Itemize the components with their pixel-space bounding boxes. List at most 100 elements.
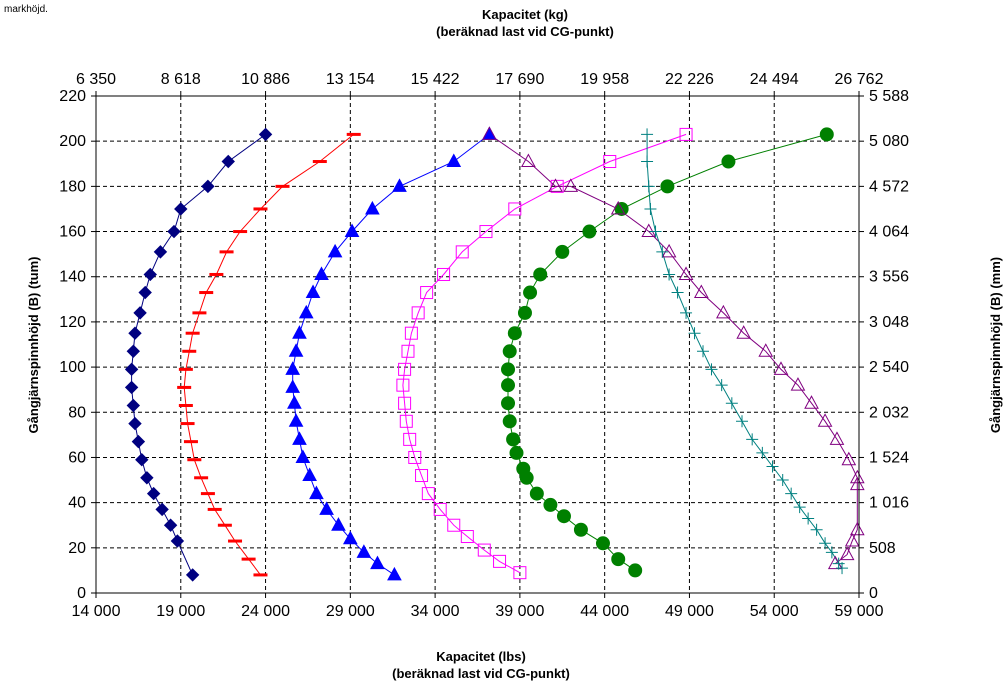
x-top-tick-label: 10 886 bbox=[241, 71, 290, 88]
data-point bbox=[716, 304, 731, 319]
data-point bbox=[642, 180, 655, 193]
series-line-4 bbox=[402, 133, 687, 574]
y-tick-label: 40 bbox=[68, 495, 86, 512]
data-point bbox=[287, 395, 302, 409]
data-point bbox=[331, 517, 346, 531]
data-point bbox=[404, 326, 418, 340]
data-point bbox=[346, 132, 361, 136]
data-point bbox=[529, 486, 544, 501]
series-line-6 bbox=[489, 133, 858, 564]
plot-frame bbox=[95, 95, 860, 594]
data-point bbox=[421, 487, 435, 501]
data-point bbox=[365, 200, 380, 215]
data-point bbox=[502, 414, 517, 429]
data-point bbox=[275, 184, 290, 188]
series-line-1 bbox=[131, 133, 266, 576]
x-top-tick-label: 17 690 bbox=[495, 71, 544, 88]
y-right-tick-label: 3 048 bbox=[869, 314, 909, 331]
data-point bbox=[641, 128, 654, 141]
data-point bbox=[644, 202, 657, 215]
data-point bbox=[628, 563, 643, 578]
data-point bbox=[138, 285, 152, 300]
data-point bbox=[219, 250, 234, 254]
data-point bbox=[185, 568, 200, 582]
y-tick-label: 180 bbox=[59, 178, 86, 195]
data-point bbox=[433, 502, 447, 516]
data-point bbox=[253, 573, 268, 577]
data-point bbox=[810, 523, 823, 536]
data-point bbox=[715, 379, 728, 392]
data-point bbox=[455, 245, 469, 259]
data-point bbox=[697, 345, 710, 358]
data-point bbox=[721, 154, 736, 169]
left-axis-title: Gångjärnspinnhöjd (B) (tum) bbox=[26, 257, 41, 434]
data-point bbox=[610, 200, 626, 215]
data-point bbox=[501, 378, 516, 393]
x-top-tick-label: 24 494 bbox=[750, 71, 799, 88]
y-right-tick-label: 508 bbox=[869, 540, 896, 557]
data-point bbox=[178, 367, 193, 371]
data-point bbox=[507, 326, 522, 341]
data-point bbox=[199, 291, 214, 295]
data-point bbox=[611, 552, 626, 567]
y-right-tick-label: 5 080 bbox=[869, 133, 909, 150]
y-tick-label: 80 bbox=[68, 404, 86, 421]
data-point bbox=[356, 544, 372, 558]
data-point bbox=[288, 343, 304, 357]
data-point bbox=[370, 555, 385, 570]
data-point bbox=[693, 284, 709, 299]
data-point bbox=[146, 486, 161, 501]
data-point bbox=[221, 154, 235, 169]
series-markers bbox=[124, 126, 865, 582]
data-point bbox=[131, 434, 146, 449]
x-top-tick-label: 6 350 bbox=[76, 71, 116, 88]
x-tick-label: 59 000 bbox=[835, 603, 884, 620]
data-point bbox=[285, 379, 301, 393]
bottom-axis-subtitle: (beräknad last vid CG-punkt) bbox=[392, 666, 570, 681]
tick-labels: 14 000 6 350 19 000 8 618 24 000 10 886 29 000… bbox=[59, 71, 909, 620]
data-point bbox=[253, 207, 268, 211]
data-point bbox=[285, 361, 301, 375]
x-tick-label: 34 000 bbox=[411, 603, 460, 620]
data-point bbox=[817, 413, 833, 427]
data-point bbox=[482, 126, 497, 140]
data-point bbox=[773, 361, 789, 375]
data-point bbox=[519, 470, 534, 485]
data-point bbox=[415, 469, 429, 483]
data-point bbox=[398, 396, 412, 410]
data-point bbox=[170, 534, 185, 548]
y-right-tick-label: 1 524 bbox=[869, 449, 909, 466]
data-point bbox=[790, 377, 806, 391]
data-point bbox=[183, 440, 198, 444]
data-point bbox=[641, 155, 654, 168]
y-tick-label: 220 bbox=[59, 88, 86, 105]
data-point bbox=[228, 539, 243, 543]
data-point bbox=[182, 349, 197, 353]
data-point bbox=[736, 325, 752, 339]
right-axis-title: Gångjärnspinnhöjd (B) (mm) bbox=[988, 257, 1003, 433]
y-right-tick-label: 3 556 bbox=[869, 269, 909, 286]
data-point bbox=[217, 523, 232, 527]
series-line-3 bbox=[292, 134, 490, 576]
x-top-tick-label: 22 226 bbox=[665, 71, 714, 88]
data-point bbox=[479, 225, 493, 239]
data-point bbox=[573, 522, 588, 537]
data-point bbox=[521, 153, 536, 168]
data-point bbox=[288, 413, 304, 427]
data-point bbox=[128, 416, 142, 431]
bottom-axis-title: Kapacitet (lbs) bbox=[436, 649, 526, 664]
data-point bbox=[135, 453, 149, 467]
y-right-tick-label: 4 572 bbox=[869, 178, 909, 195]
data-point bbox=[793, 501, 806, 514]
data-point bbox=[447, 518, 461, 532]
data-point bbox=[200, 492, 215, 496]
y-right-tick-label: 2 032 bbox=[869, 404, 909, 421]
data-point bbox=[563, 178, 579, 192]
x-tick-label: 24 000 bbox=[241, 603, 290, 620]
data-point bbox=[825, 546, 838, 559]
data-point bbox=[477, 543, 491, 557]
data-point bbox=[233, 230, 248, 234]
y-tick-label: 120 bbox=[59, 314, 86, 331]
data-point bbox=[298, 304, 314, 319]
